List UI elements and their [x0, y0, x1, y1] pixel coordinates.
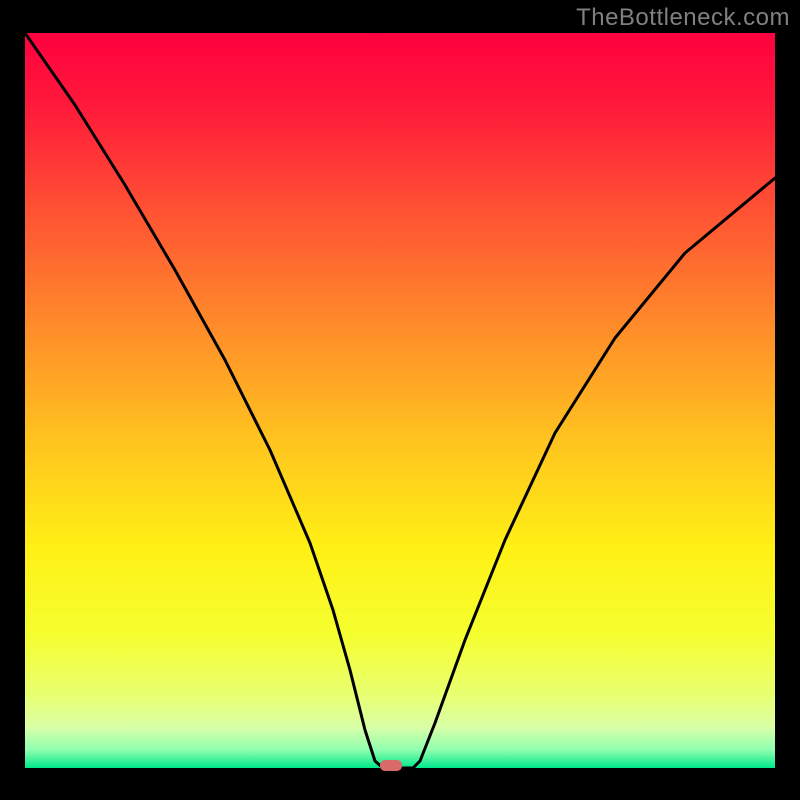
watermark-text: TheBottleneck.com: [576, 4, 790, 32]
optimal-point-marker: [380, 760, 402, 771]
bottleneck-curve: [25, 33, 775, 768]
